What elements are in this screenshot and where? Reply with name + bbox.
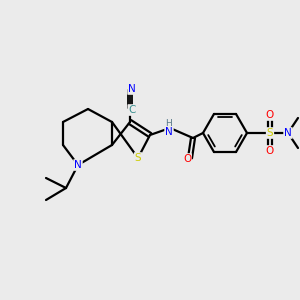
Text: O: O bbox=[266, 146, 274, 156]
Text: N: N bbox=[74, 160, 82, 170]
Text: H: H bbox=[166, 118, 172, 127]
Text: O: O bbox=[266, 110, 274, 120]
Text: S: S bbox=[135, 153, 141, 163]
Text: C: C bbox=[128, 105, 136, 115]
Text: N: N bbox=[284, 128, 292, 138]
Text: S: S bbox=[267, 128, 273, 138]
Text: N: N bbox=[128, 84, 136, 94]
Text: O: O bbox=[183, 154, 191, 164]
Text: N: N bbox=[165, 127, 173, 137]
